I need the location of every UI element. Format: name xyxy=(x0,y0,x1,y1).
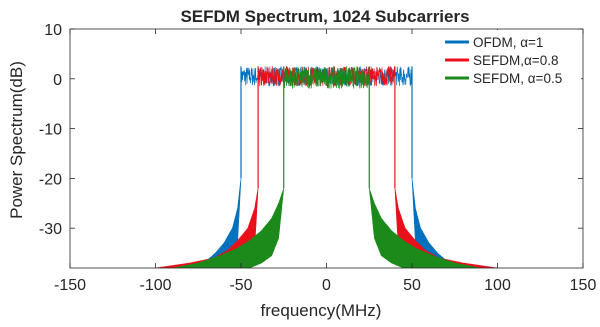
x-tick-label: 100 xyxy=(484,277,511,294)
x-tick-label: 0 xyxy=(322,277,331,294)
y-tick-label: 10 xyxy=(44,22,62,39)
legend: OFDM, α=1 SEFDM,α=0.8 SEFDM, α=0.5 xyxy=(441,30,581,90)
x-tick-label: -150 xyxy=(54,277,86,294)
sidelobe-fill-3-right xyxy=(369,188,481,268)
legend-label-3: SEFDM, α=0.5 xyxy=(473,71,562,86)
x-tick-label: 50 xyxy=(403,277,421,294)
series-3 xyxy=(172,65,481,268)
x-tick-label: 150 xyxy=(570,277,597,294)
y-tick-label: -10 xyxy=(39,122,62,139)
y-axis-label: Power Spectrum(dB) xyxy=(7,61,26,219)
chart-title: SEFDM Spectrum, 1024 Subcarriers xyxy=(180,7,469,26)
y-tick-label: -30 xyxy=(39,221,62,238)
legend-label-1: OFDM, α=1 xyxy=(473,35,543,50)
x-tick-label: -50 xyxy=(229,277,252,294)
series-1 xyxy=(189,66,464,268)
sidelobe-fill-2-right xyxy=(394,188,498,268)
sidelobe-fill-3-left xyxy=(172,188,285,268)
series-2 xyxy=(155,65,498,268)
x-tick-label: -100 xyxy=(139,277,171,294)
legend-label-2: SEFDM,α=0.8 xyxy=(473,53,558,68)
y-tick-label: 0 xyxy=(53,72,62,89)
y-tick-label: -20 xyxy=(39,171,62,188)
x-axis-label: frequency(MHz) xyxy=(261,301,382,320)
sidelobe-fill-2-left xyxy=(155,188,259,268)
inband-spectrum-3 xyxy=(283,65,370,89)
